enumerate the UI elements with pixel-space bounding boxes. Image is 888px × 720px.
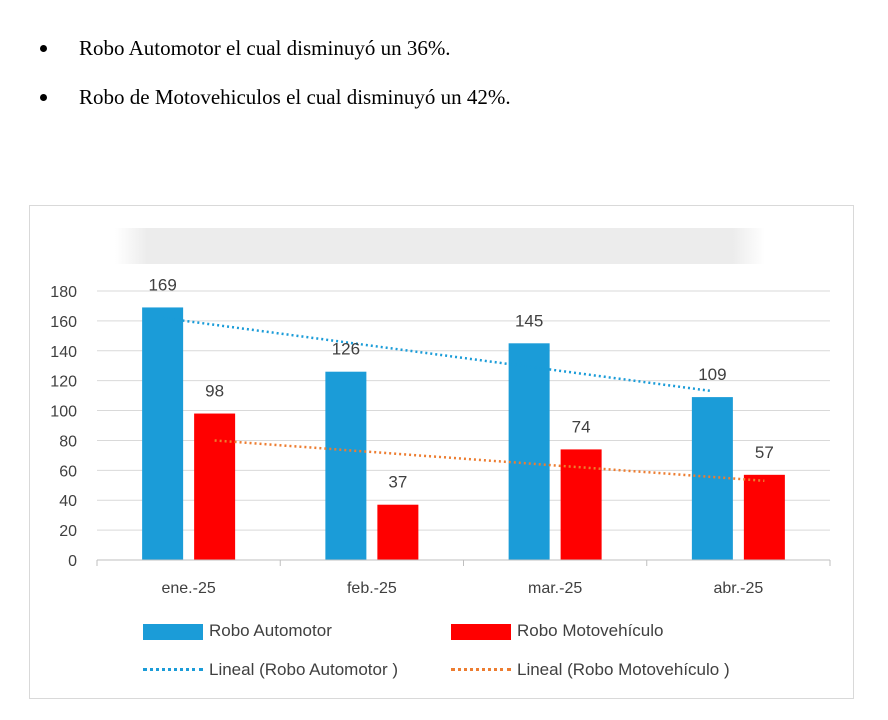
data-label: 169 bbox=[148, 275, 176, 294]
y-tick-label: 80 bbox=[59, 433, 77, 450]
y-tick-label: 40 bbox=[59, 493, 77, 510]
legend-label-trend-automotor: Lineal (Robo Automotor ) bbox=[209, 660, 398, 679]
legend-label-moto: Robo Motovehículo bbox=[517, 621, 664, 640]
legend-swatch-trend-automotor bbox=[143, 668, 203, 671]
data-labels: 169 126 145 109 98 37 74 57 bbox=[148, 275, 773, 491]
y-tick-label: 20 bbox=[59, 523, 77, 540]
bullet-item-automotor: Robo Automotor el cual disminuyó un 36%. bbox=[36, 34, 511, 62]
bar-chart: 169 126 145 109 98 37 74 57 0 20 40 60 80 100 120 140 1… bbox=[50, 228, 831, 597]
x-tick-label: feb.-25 bbox=[347, 580, 397, 597]
trendline bbox=[162, 316, 713, 393]
data-label: 145 bbox=[515, 311, 543, 330]
bar-automotor bbox=[325, 371, 367, 560]
chart-container: 169 126 145 109 98 37 74 57 0 20 40 60 80 100 120 140 1… bbox=[29, 205, 854, 699]
legend-swatch-trend-moto bbox=[451, 668, 511, 671]
legend-label-automotor: Robo Automotor bbox=[209, 621, 332, 640]
y-tick-label: 0 bbox=[68, 553, 77, 570]
data-label: 57 bbox=[755, 443, 774, 462]
data-label: 74 bbox=[572, 417, 591, 436]
bar-moto bbox=[560, 449, 602, 560]
bullet-dot-icon bbox=[40, 45, 47, 52]
y-tick-label: 100 bbox=[50, 404, 77, 421]
x-tick-label: ene.-25 bbox=[161, 580, 215, 597]
bar-moto bbox=[194, 413, 236, 560]
bars bbox=[142, 307, 785, 560]
y-tick-label: 180 bbox=[50, 284, 77, 301]
data-label: 109 bbox=[698, 365, 726, 384]
y-tick-label: 140 bbox=[50, 344, 77, 361]
axes: 0 20 40 60 80 100 120 140 160 180 ene.-25 feb.-25 ma… bbox=[50, 284, 831, 597]
y-tick-label: 60 bbox=[59, 463, 77, 480]
x-tick-label: abr.-25 bbox=[713, 580, 763, 597]
bar-automotor bbox=[508, 343, 550, 560]
x-tick-label: mar.-25 bbox=[528, 580, 582, 597]
bullet-dot-icon bbox=[40, 94, 47, 101]
bar-moto bbox=[743, 474, 785, 560]
bullet-item-moto: Robo de Motovehiculos el cual disminuyó … bbox=[36, 83, 511, 111]
y-tick-label: 120 bbox=[50, 374, 77, 391]
trendlines bbox=[162, 316, 765, 483]
bullet-text-moto: Robo de Motovehiculos el cual disminuyó … bbox=[79, 85, 511, 109]
bullet-text-automotor: Robo Automotor el cual disminuyó un 36%. bbox=[79, 36, 451, 60]
legend-swatch-automotor bbox=[143, 624, 203, 640]
data-label: 126 bbox=[332, 340, 360, 359]
bar-automotor bbox=[142, 307, 184, 560]
bar-automotor bbox=[691, 397, 733, 560]
redacted-title-area bbox=[115, 228, 765, 264]
bullet-list: Robo Automotor el cual disminuyó un 36%.… bbox=[36, 34, 511, 132]
trendline bbox=[214, 439, 765, 483]
bar-moto bbox=[377, 504, 419, 560]
legend-swatch-moto bbox=[451, 624, 511, 640]
data-label: 37 bbox=[388, 473, 407, 492]
y-tick-label: 160 bbox=[50, 314, 77, 331]
legend-label-trend-moto: Lineal (Robo Motovehículo ) bbox=[517, 660, 730, 679]
data-label: 98 bbox=[205, 382, 224, 401]
